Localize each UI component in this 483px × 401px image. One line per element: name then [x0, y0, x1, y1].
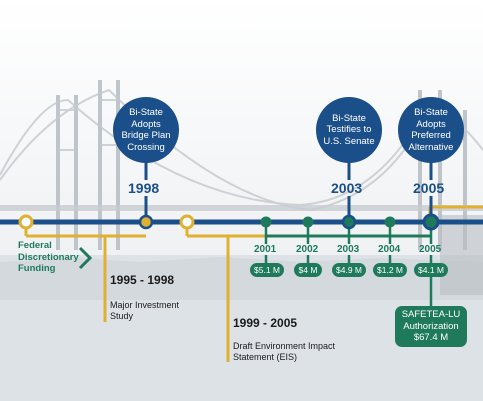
- range-1995-1998-label: Major Investment Study: [110, 300, 180, 321]
- milestone-2005: Bi-State Adopts Preferred Alternative: [398, 97, 464, 163]
- node-2002: [302, 216, 314, 228]
- node-1995: [18, 214, 34, 230]
- funding-amount-2003: $4.9 M: [332, 263, 366, 277]
- year-2003: 2003: [331, 180, 363, 196]
- safetea-lu-label: SAFETEA-LU Authorization: [401, 309, 461, 332]
- safetea-lu-amount: $67.4 M: [413, 332, 449, 343]
- funding-amount-2005: $4.1 M: [414, 263, 448, 277]
- node-2005: [422, 213, 440, 231]
- milestone-2005-label: Bi-State Adopts Preferred Alternative: [408, 107, 454, 153]
- year-1998: 1998: [128, 180, 160, 196]
- funding-year-2001: 2001: [254, 244, 277, 255]
- node-2001: [260, 216, 272, 228]
- funding-year-2003: 2003: [337, 244, 360, 255]
- node-2004: [384, 216, 396, 228]
- milestone-1998-label: Bi-State Adopts Bridge Plan Crossing: [121, 107, 171, 153]
- range-1999-2005: 1999 - 2005: [233, 316, 298, 330]
- node-1998: [138, 214, 154, 230]
- safetea-lu-box: SAFETEA-LU Authorization $67.4 M: [395, 306, 467, 347]
- funding-amount-2004: $1.2 M: [373, 263, 407, 277]
- funding-year-2002: 2002: [296, 244, 319, 255]
- node-1999: [179, 214, 195, 230]
- node-2003: [341, 214, 357, 230]
- range-1999-2005-label: Draft Environment Impact Statement (EIS): [233, 341, 336, 362]
- funding-year-2004: 2004: [378, 244, 401, 255]
- funding-amount-2001: $5.1 M: [250, 263, 284, 277]
- federal-funding-label: Federal Discretionary Funding: [18, 240, 79, 274]
- funding-amount-2002: $4 M: [294, 263, 322, 277]
- year-2005: 2005: [413, 180, 445, 196]
- funding-year-2005: 2005: [419, 244, 442, 255]
- milestone-2003: Bi-State Testifies to U.S. Senate: [316, 97, 382, 163]
- milestone-2003-label: Bi-State Testifies to U.S. Senate: [323, 112, 375, 147]
- milestone-1998: Bi-State Adopts Bridge Plan Crossing: [113, 97, 179, 163]
- range-1995-1998: 1995 - 1998: [110, 273, 175, 287]
- chevron-right-icon: [78, 246, 93, 270]
